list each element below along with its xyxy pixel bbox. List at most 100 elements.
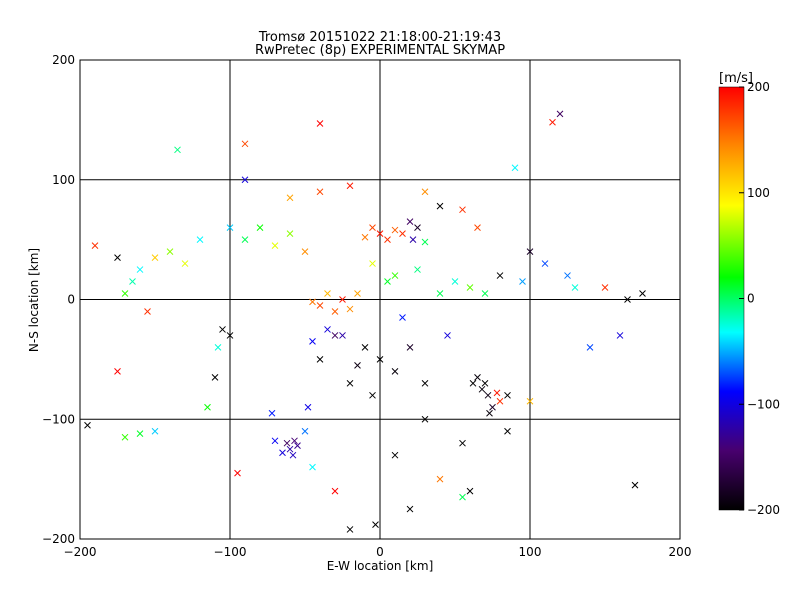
y-tick-label: 200 (52, 53, 75, 67)
chart-title: Tromsø 20151022 21:18:00-21:19:43 (258, 30, 501, 45)
scatter-cross-point (166, 248, 174, 255)
scatter-cross-point (181, 260, 189, 267)
scatter-cross-point (376, 230, 384, 237)
scatter-cross-point (301, 427, 309, 435)
scatter-cross-point (421, 415, 429, 423)
scatter-cross-point (556, 110, 564, 118)
scatter-cross-point (409, 236, 417, 243)
scatter-cross-point (511, 164, 519, 172)
x-axis-label: E-W location [km] (327, 559, 434, 573)
scatter-cross-point (421, 188, 429, 196)
scatter-cross-point (493, 389, 501, 397)
scatter-cross-point (331, 308, 339, 315)
chart-subtitle: RwPretec (8p) EXPERIMENTAL SKYMAP (255, 43, 505, 58)
scatter-cross-point (121, 433, 129, 441)
scatter-cross-point (234, 469, 241, 477)
scatter-cross-point (414, 266, 421, 273)
y-tick-label: −200 (42, 532, 75, 546)
scatter-cross-point (346, 182, 354, 190)
y-axis-label: N-S location [km] (27, 248, 41, 352)
scatter-cross-point (151, 427, 159, 435)
scatter-cross-point (268, 409, 276, 417)
scatter-cross-point (241, 236, 249, 243)
scatter-cross-point (309, 338, 316, 345)
scatter-cross-point (496, 397, 504, 405)
scatter-cross-point (211, 373, 219, 381)
scatter-cross-point (369, 224, 376, 232)
scatter-cross-point (309, 463, 316, 471)
scatter-cross-point (84, 421, 91, 429)
scatter-cross-point (304, 403, 312, 411)
scatter-cross-point (283, 439, 291, 447)
scatter-cross-point (309, 298, 316, 306)
scatter-cross-point (459, 206, 466, 214)
scatter-cross-point (526, 248, 534, 255)
scatter-cross-point (466, 487, 474, 495)
scatter-cross-point (459, 493, 466, 501)
scatter-cross-point (271, 242, 279, 249)
colorbar: [m/s] −200 −100 0 100 200 (718, 71, 780, 517)
scatter-cross-point (601, 284, 609, 291)
scatter-cross-point (444, 332, 451, 339)
scatter-cross-point (376, 356, 384, 363)
scatter-cross-point (414, 224, 421, 232)
scatter-cross-point (526, 397, 534, 405)
scatter-cross-point (372, 521, 379, 528)
scatter-cross-point (481, 379, 489, 387)
scatter-cross-point (354, 290, 361, 297)
scatter-cross-point (586, 344, 594, 351)
scatter-cross-point (631, 481, 639, 489)
scatter-cross-point (196, 236, 204, 243)
scatter-cross-point (291, 437, 298, 445)
scatter-cross-point (151, 254, 159, 261)
grid-lines (80, 60, 680, 539)
scatter-cross-point (406, 344, 414, 351)
scatter-cross-point (286, 194, 294, 202)
scatter-cross-point (369, 260, 376, 267)
scatter-cross-point (256, 224, 264, 232)
scatter-cross-point (136, 266, 144, 273)
scatter-cross-point (144, 308, 151, 315)
scatter-cross-point (406, 218, 414, 226)
scatter-cross-point (286, 230, 294, 237)
scatter-cross-point (136, 430, 144, 437)
scatter-cross-point (436, 202, 444, 210)
scatter-cross-point (271, 437, 279, 445)
scatter-cross-point (496, 272, 504, 279)
scatter-cross-point (286, 445, 294, 453)
scatter-cross-point (469, 379, 477, 387)
x-axis-ticks: −200 −100 0 100 200 (64, 545, 692, 559)
scatter-cross-point (571, 284, 579, 291)
scatter-cross-point (504, 427, 511, 435)
x-tick-label: 100 (519, 545, 542, 559)
colorbar-tick-label: −100 (747, 397, 780, 411)
scatter-cross-point (421, 379, 429, 387)
x-tick-label: −200 (64, 545, 97, 559)
scatter-cross-point (481, 290, 489, 297)
scatter-cross-point (331, 487, 339, 495)
scatter-cross-point (241, 140, 249, 148)
x-tick-label: 0 (376, 545, 384, 559)
scatter-cross-point (339, 296, 346, 303)
scatter-cross-point (391, 367, 399, 375)
plot-frame (79, 59, 681, 540)
y-axis-ticks: −200 −100 0 100 200 (42, 53, 75, 546)
scatter-cross-point (361, 344, 369, 351)
scatter-cross-point (346, 379, 354, 387)
scatter-cross-point (316, 302, 324, 309)
colorbar-unit-label: [m/s] (719, 71, 753, 86)
scatter-cross-point (114, 367, 121, 375)
scatter-cross-point (316, 188, 324, 196)
colorbar-tick-label: 0 (747, 292, 755, 306)
scatter-cross-point (541, 260, 549, 267)
scatter-cross-point (399, 314, 406, 321)
scatter-cross-point (391, 226, 399, 234)
scatter-cross-point (399, 230, 406, 237)
scatter-cross-point (294, 442, 301, 449)
scatter-cross-point (504, 391, 511, 399)
scatter-cross-point (474, 224, 481, 232)
colorbar-tick-label: −200 (747, 503, 780, 517)
scatter-cross-point (346, 526, 354, 533)
scatter-cross-point (369, 391, 376, 399)
